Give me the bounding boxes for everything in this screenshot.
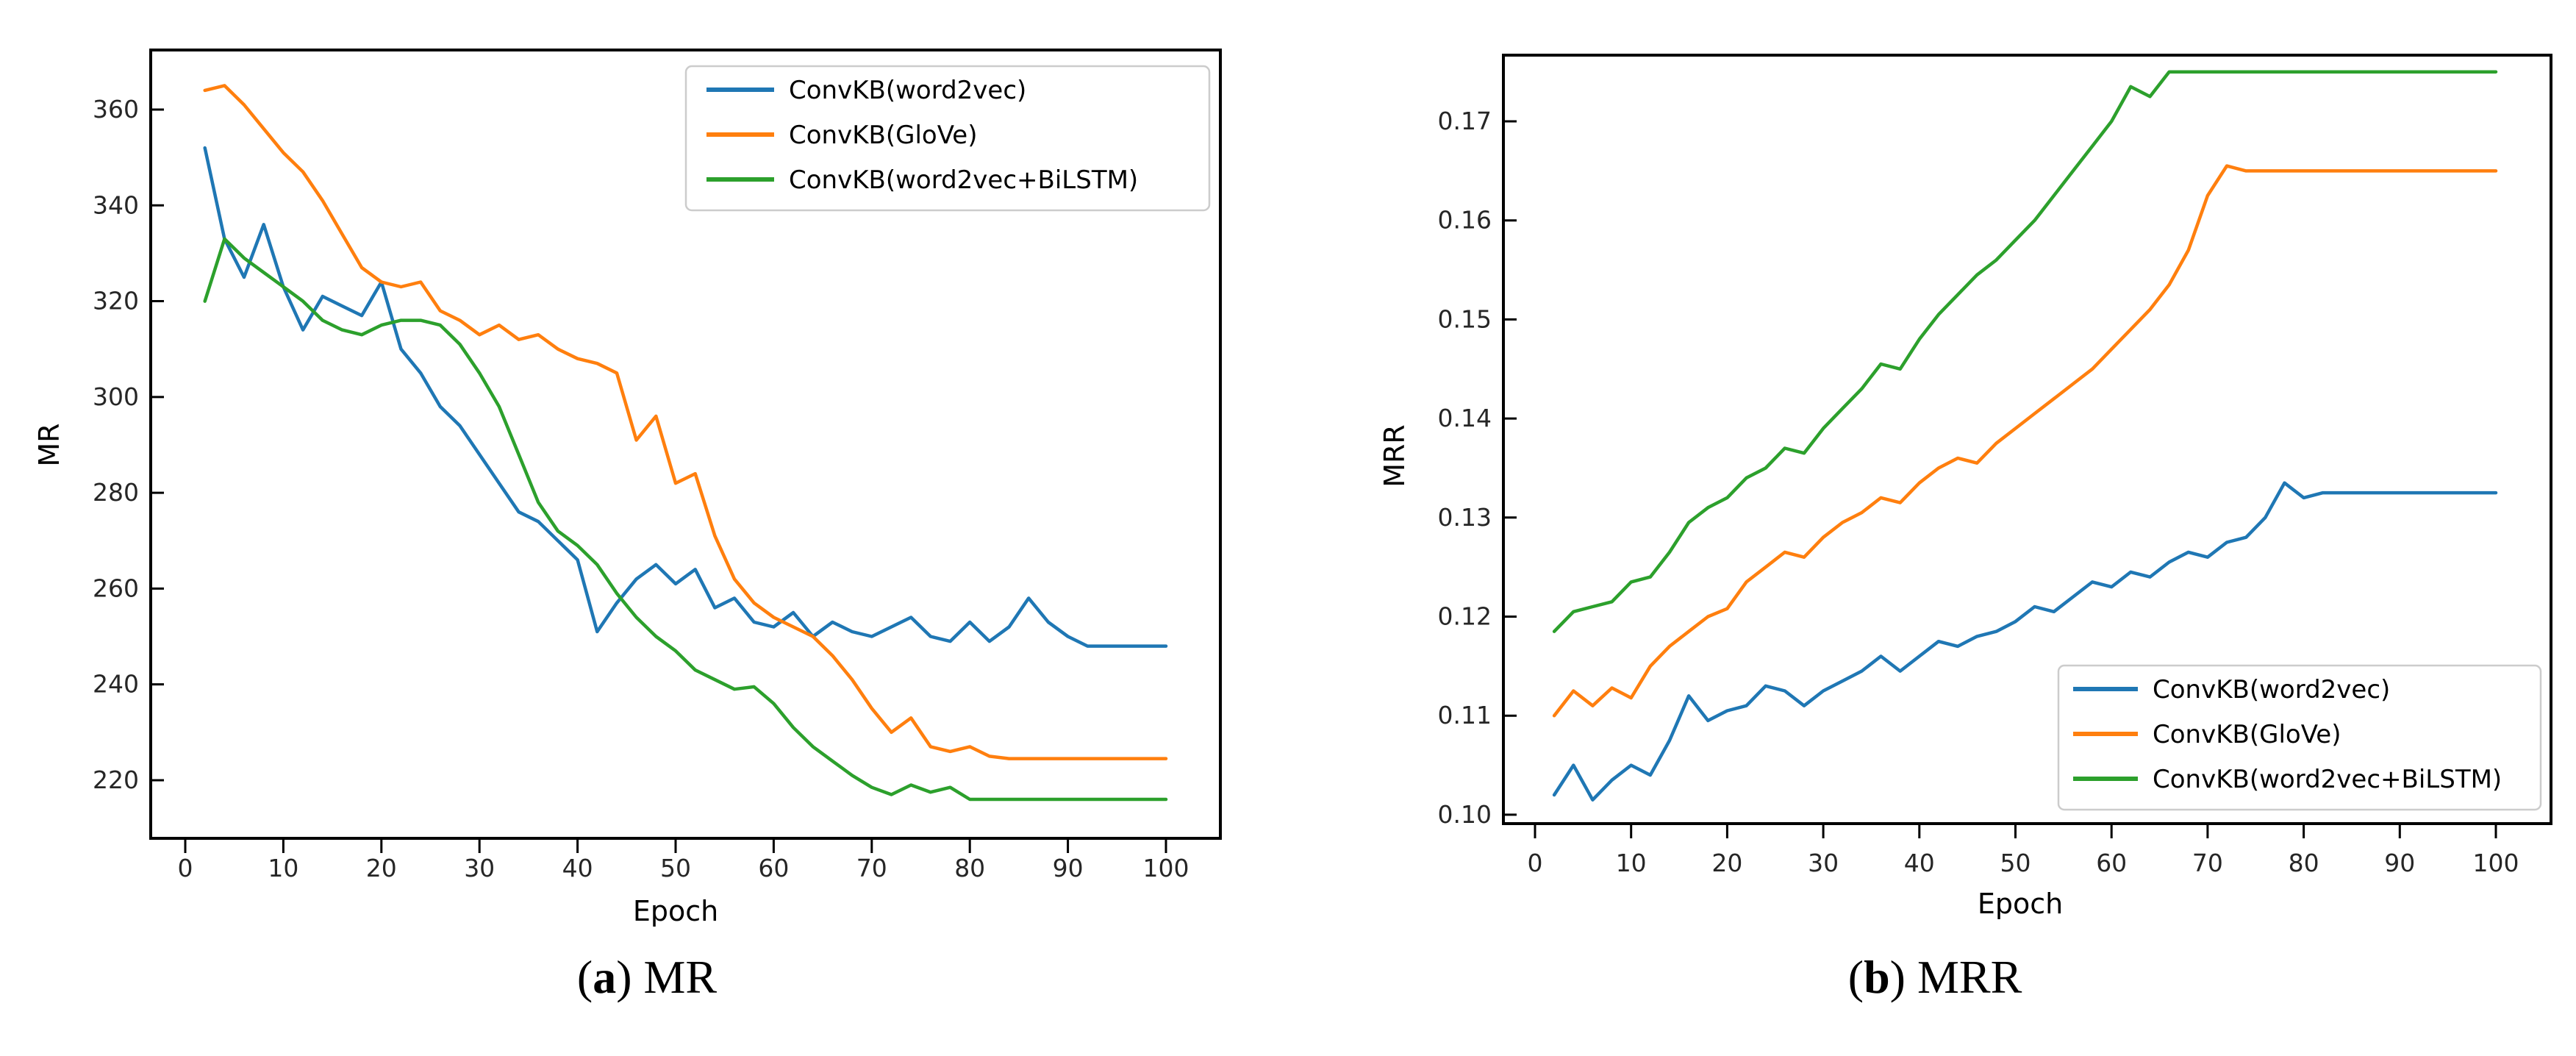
y-tick-label: 280 xyxy=(93,478,139,507)
series-line-2 xyxy=(203,237,1168,802)
legend-entry-label-2: ConvKB(word2vec+BiLSTM) xyxy=(789,165,1138,195)
legend-box xyxy=(684,65,1211,212)
x-tick-label: 0 xyxy=(1528,849,1543,877)
caption-b-title: MRR xyxy=(1905,951,2022,1003)
legend-entry-label-0: ConvKB(word2vec) xyxy=(2153,675,2390,704)
x-tick-label: 80 xyxy=(2289,849,2319,877)
legend-entry-label-1: ConvKB(GloVe) xyxy=(789,121,978,150)
x-tick-label: 40 xyxy=(562,854,593,882)
y-tick-label: 0.14 xyxy=(1438,404,1492,432)
y-tick-label: 0.15 xyxy=(1438,304,1492,333)
x-tick-label: 20 xyxy=(1711,849,1742,877)
caption-b-paren-open: ( xyxy=(1847,951,1864,1003)
legend-entry-label-1: ConvKB(GloVe) xyxy=(2153,720,2341,749)
legend-box xyxy=(2057,664,2542,811)
legend-entry-label-0: ConvKB(word2vec) xyxy=(789,76,1026,105)
y-tick-label: 300 xyxy=(93,382,139,411)
series-line-0 xyxy=(1552,481,2498,802)
x-tick-label: 90 xyxy=(2384,849,2415,877)
y-tick-label: 340 xyxy=(93,190,139,219)
x-tick-label: 100 xyxy=(2473,849,2519,877)
x-tick-label: 0 xyxy=(178,854,193,882)
x-tick-label: 70 xyxy=(2192,849,2223,877)
series-line-1 xyxy=(203,84,1168,760)
y-tick-label: 220 xyxy=(93,766,139,794)
caption-a: (a) MR xyxy=(0,950,1294,1005)
y-axis-label: MRR xyxy=(1378,424,1411,488)
x-tick-label: 90 xyxy=(1053,854,1084,882)
y-tick-label: 0.16 xyxy=(1438,206,1492,235)
x-axis-label: Epoch xyxy=(1978,888,2063,920)
caption-a-paren-open: ( xyxy=(576,951,593,1003)
caption-a-paren-close: ) xyxy=(616,951,632,1003)
y-tick-label: 0.10 xyxy=(1438,800,1492,829)
x-tick-label: 60 xyxy=(2096,849,2127,877)
y-tick-label: 0.13 xyxy=(1438,503,1492,532)
y-tick-label: 320 xyxy=(93,287,139,315)
caption-b-paren-close: ) xyxy=(1889,951,1906,1003)
x-tick-label: 30 xyxy=(464,854,495,882)
y-tick-label: 0.11 xyxy=(1438,701,1492,729)
caption-b-letter: b xyxy=(1864,951,1890,1003)
x-tick-label: 40 xyxy=(1904,849,1935,877)
y-tick-label: 360 xyxy=(93,95,139,124)
x-tick-label: 10 xyxy=(268,854,298,882)
x-tick-label: 100 xyxy=(1143,854,1189,882)
x-tick-label: 50 xyxy=(2000,849,2031,877)
x-tick-label: 80 xyxy=(954,854,985,882)
y-tick-label: 0.12 xyxy=(1438,602,1492,631)
y-tick-label: 260 xyxy=(93,574,139,602)
y-axis-label: MR xyxy=(33,423,65,466)
x-tick-label: 60 xyxy=(758,854,789,882)
y-tick-label: 0.17 xyxy=(1438,107,1492,135)
mrr-chart: 0.10 0.11 0.12 0.13 0.14 0.15 0.16 0.17 0 10 20 30 4… xyxy=(1378,54,2552,920)
caption-a-letter: a xyxy=(593,951,617,1003)
x-axis-label: Epoch xyxy=(633,895,718,927)
legend-entry-label-2: ConvKB(word2vec+BiLSTM) xyxy=(2153,765,2502,794)
y-tick-label: 240 xyxy=(93,670,139,699)
x-tick-label: 70 xyxy=(856,854,887,882)
plot-border xyxy=(1502,54,2552,825)
caption-a-title: MR xyxy=(632,951,718,1003)
x-tick-label: 10 xyxy=(1616,849,1647,877)
x-tick-label: 20 xyxy=(366,854,397,882)
series-line-2 xyxy=(1552,70,2498,633)
plot-border xyxy=(149,49,1222,840)
series-line-1 xyxy=(1552,164,2498,718)
series-line-0 xyxy=(203,146,1168,648)
mr-chart: 220 240 260 280 300 320 340 360 0 10 20 30 40 50 60 70 8… xyxy=(33,49,1222,927)
x-tick-label: 50 xyxy=(660,854,691,882)
x-tick-label: 30 xyxy=(1808,849,1839,877)
caption-b: (b) MRR xyxy=(1294,950,2576,1005)
